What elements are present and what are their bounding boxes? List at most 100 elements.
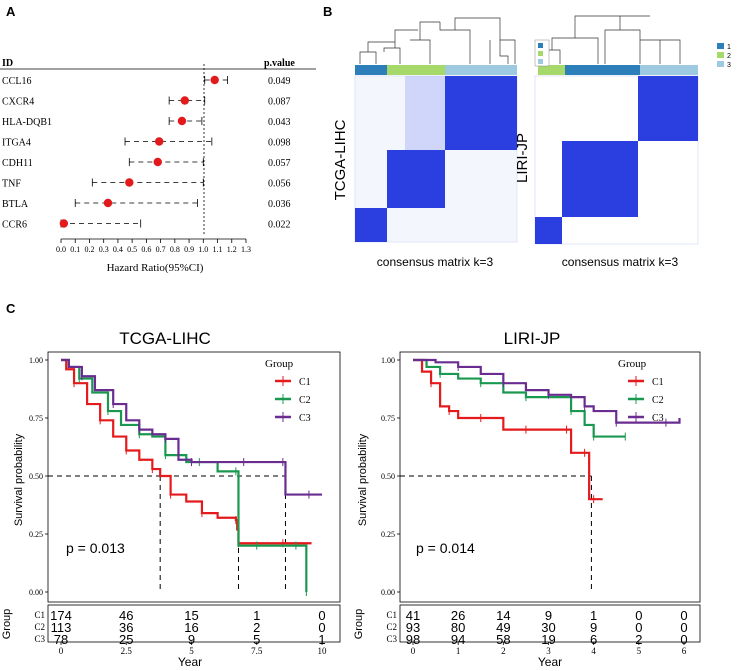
forest-row-label: ITGA4: [2, 138, 31, 149]
forest-row-pvalue: 0.087: [268, 97, 291, 108]
forest-x-tick-label: 0.5: [127, 245, 137, 254]
forest-x-tick-label: 0.4: [113, 245, 123, 254]
forest-row-pvalue: 0.043: [268, 117, 291, 128]
km-liri-risk-count: 0: [680, 620, 687, 635]
km-tcga-legend-label: C1: [299, 377, 311, 388]
km-tcga-risk-count: 78: [54, 632, 68, 647]
liri-dendrogram: [544, 15, 681, 64]
km-tcga-frame: [47, 351, 341, 603]
forest-row-label: BTLA: [2, 199, 29, 210]
forest-row-pvalue: 0.098: [268, 138, 291, 149]
km-liri-legend-label: C2: [652, 395, 664, 406]
km-tcga-ylabel: Survival probability: [13, 433, 25, 526]
km-tcga-y-tick-label: 0.50: [29, 472, 43, 481]
km-liri-xlabel: Year: [538, 655, 562, 669]
liri-block-2: [562, 141, 638, 217]
risk-tcga-ylabel: Group: [1, 609, 13, 640]
km-tcga-risk-count: 36: [119, 620, 133, 635]
km-tcga-x-tick-label: 7.5: [251, 646, 263, 656]
forest-x-tick-label: 0.9: [184, 245, 194, 254]
liri-cluster-bar-1: [538, 65, 565, 75]
forest-id-header: ID: [2, 58, 13, 69]
km-liri-x-tick-label: 3: [546, 646, 551, 656]
km-liri-legend-label: C3: [652, 413, 664, 424]
forest-x-tick-label: 0.2: [84, 245, 94, 254]
km-liri-risk-count: 9: [590, 620, 597, 635]
km-liri-y-tick-label: 0.00: [381, 588, 395, 597]
km-liri-x-tick-label: 5: [637, 646, 642, 656]
forest-row-pvalue: 0.049: [268, 76, 291, 87]
forest-hr-point: [154, 137, 164, 146]
forest-hr-point: [153, 157, 162, 167]
km-tcga-risk-count: 5: [253, 632, 260, 647]
forest-x-tick-label: 0.6: [141, 245, 151, 254]
liri-block-1: [638, 76, 698, 141]
tcga-cluster-bar-3: [445, 65, 517, 75]
forest-x-tick-label: 1.2: [227, 245, 237, 254]
panel-label-c: C: [6, 301, 16, 316]
panel-label-a: A: [6, 4, 16, 19]
forest-x-tick-label: 1.0: [198, 245, 208, 254]
risk-liri-ylabel: Group: [353, 609, 365, 640]
km-tcga-y-tick-label: 0.75: [29, 414, 43, 423]
liri-mini-legend-key-3: [538, 59, 543, 64]
liri-matrix-caption: consensus matrix k=3: [562, 255, 679, 269]
km-tcga-y-tick-label: 0.25: [29, 530, 43, 539]
km-liri-risk-count: 94: [451, 632, 465, 647]
km-tcga-y-tick-label: 0.00: [29, 588, 43, 597]
tcga-matrix-label: TCGA-LIHC: [332, 119, 349, 200]
consensus-legend-key-2: [717, 52, 724, 58]
forest-row-label: CDH11: [2, 158, 33, 169]
tcga-block-1: [445, 76, 517, 150]
liri-block-3: [535, 217, 562, 244]
km-tcga-x-tick-label: 0: [59, 646, 64, 656]
tcga-dendrogram: [359, 17, 516, 64]
km-liri-legend-title: Group: [618, 358, 647, 370]
km-liri-y-tick-label: 0.50: [381, 472, 395, 481]
km-liri-risk-count: 0: [635, 608, 642, 623]
km-tcga-risk-count: 15: [184, 608, 198, 623]
consensus-panel: TCGA-LIHC consensus matrix k=3 LIRI-JP c…: [332, 15, 731, 269]
km-tcga-xlabel: Year: [178, 655, 202, 669]
km-liri-risk-count: 30: [541, 620, 555, 635]
liri-mini-legend-key-1: [538, 43, 543, 48]
tcga-cluster-bar-2: [387, 65, 445, 75]
km-liri-risk-count: 9: [545, 608, 552, 623]
consensus-legend-key-3: [717, 61, 724, 67]
consensus-legend-label-2: 2: [727, 53, 731, 60]
forest-hr-point: [125, 178, 134, 187]
km-liri-risk-count: 6: [590, 632, 597, 647]
km-liri-x-tick-label: 6: [682, 646, 687, 656]
forest-x-tick-label: 0.1: [70, 245, 80, 254]
km-liri-risk-count: 0: [680, 608, 687, 623]
tcga-cluster-bar-1: [355, 65, 387, 75]
forest-row-label: TNF: [2, 179, 21, 190]
km-liri-risk-count: 93: [406, 620, 420, 635]
km-tcga-x-tick-label: 5: [189, 646, 194, 656]
risk-table-tcga: [47, 604, 341, 643]
km-liri-x-tick-label: 0: [411, 646, 416, 656]
forest-plot: ID p.value CCL16 0.049 CXCR4 0.087 HLA-DQB1 0…: [0, 58, 316, 274]
km-liri-x-tick-label: 2: [501, 646, 506, 656]
forest-row-pvalue: 0.022: [268, 220, 291, 231]
forest-row-label: CCR6: [2, 220, 27, 231]
km-tcga-title: TCGA-LIHC: [119, 329, 211, 348]
km-tcga-curve-c3: [61, 358, 322, 496]
km-liri-risk-count: 19: [541, 632, 555, 647]
km-liri-risk-count: 80: [451, 620, 465, 635]
km-liri-risk-group: C2: [386, 622, 397, 632]
km-liri-ylabel: Survival probability: [357, 433, 369, 526]
forest-row-pvalue: 0.056: [268, 179, 291, 190]
km-tcga-legend-label: C3: [299, 413, 311, 424]
liri-cluster-bar-2: [565, 65, 640, 75]
forest-hr-point: [59, 219, 69, 228]
km-tcga-risk-count: 25: [119, 632, 133, 647]
km-liri-risk-count: 41: [406, 608, 420, 623]
panel-label-b: B: [323, 4, 332, 19]
forest-x-tick-label: 0.3: [99, 245, 109, 254]
forest-hr-point: [210, 75, 219, 85]
forest-x-tick-label: 0.8: [170, 245, 180, 254]
forest-x-tick-label: 0.7: [156, 245, 166, 254]
